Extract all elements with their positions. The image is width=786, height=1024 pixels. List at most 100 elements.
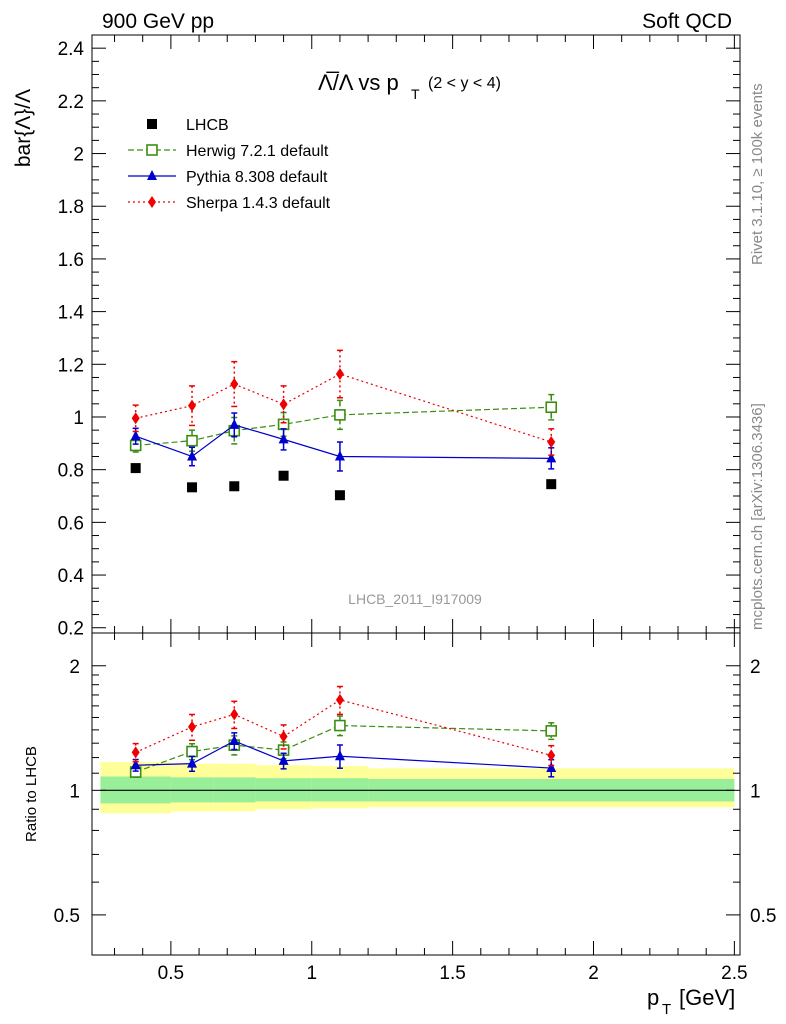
main-point-lhcb (278, 470, 289, 481)
main-y-tick-label: 2 (73, 145, 84, 166)
main-point-herwig (186, 434, 198, 447)
ratio-errorbar-sherpa (132, 742, 139, 763)
ratio-point-herwig (186, 745, 198, 758)
x-tick-label: 1.5 (439, 963, 465, 984)
ratio-point-herwig (545, 725, 558, 737)
main-panel: 0.2 0.4 0.6 0.8 1 1.2 1.4 1.6 1.8 2 2.2 2.4 bar{Λ}/… (12, 34, 741, 640)
legend-entry-sherpa: Sherpa 1.4.3 default (128, 195, 331, 212)
ratio-plot-area (100, 685, 735, 814)
header-right: Soft QCD (642, 10, 732, 33)
legend-marker (148, 196, 156, 208)
ratio-point-pythia (546, 762, 557, 773)
ratio-y-tick-label: 0.5 (54, 906, 80, 927)
ratio-y-tick-label: 2 (69, 657, 80, 678)
plot-title-sub: T (411, 86, 420, 102)
ratio-line-herwig (135, 724, 552, 773)
legend: LHCB Herwig 7.2.1 default Pythia 8.308 def… (128, 117, 331, 212)
main-point-pythia (278, 433, 289, 444)
main-y-tick-label: 0.2 (58, 619, 84, 640)
ratio-errorbar-sherpa (231, 700, 238, 730)
main-point-herwig (334, 409, 346, 421)
main-y-tick-label: 1.4 (58, 303, 85, 324)
legend-label: LHCB (186, 117, 229, 134)
ratio-point-sherpa (547, 749, 556, 762)
main-point-pythia (334, 450, 345, 461)
ratio-errorbar-sherpa (189, 713, 196, 742)
main-line-herwig (135, 406, 552, 447)
main-point-pythia (229, 418, 240, 429)
ratio-y-tick-label-right: 1 (750, 781, 761, 802)
ratio-point-herwig (334, 719, 346, 732)
main-point-sherpa (188, 399, 197, 412)
mcplots-label: mcplots.cern.ch [arXiv:1306.3436] (749, 403, 766, 630)
main-y-tick-label: 0.4 (58, 566, 85, 587)
legend-entry-lhcb: LHCB (147, 117, 229, 134)
legend-label: Sherpa 1.4.3 default (186, 195, 331, 212)
legend-entry-herwig: Herwig 7.2.1 default (128, 143, 329, 160)
main-plot-area (129, 349, 558, 501)
x-tick-label: 0.5 (158, 963, 184, 984)
plot-title-main: Λ̅/Λ vs p (318, 70, 399, 95)
ratio-series-pythia (130, 732, 557, 778)
header-left: 900 GeV pp (102, 10, 214, 33)
watermark: LHCB_2011_I917009 (348, 591, 482, 607)
ratio-point-pythia (278, 754, 289, 765)
ratio-x-axis: 0.5 1 1.5 2 2.5 (114, 633, 748, 984)
ratio-point-sherpa (279, 730, 288, 743)
main-errorbar-sherpa (280, 385, 287, 424)
main-y-tick-label: 2.4 (58, 39, 85, 60)
ratio-y-tick-label-right: 2 (750, 657, 761, 678)
legend-marker (147, 119, 157, 129)
main-y-axis: 0.2 0.4 0.6 0.8 1 1.2 1.4 1.6 1.8 2 2.2 2.4 (58, 39, 740, 640)
ratio-point-sherpa (131, 746, 140, 759)
x-axis-title: p T [GeV] (647, 985, 735, 1018)
ratio-panel: 0.5 0.5 1 1 2 2 0.5 1 1.5 2 2.5 Ratio to LHCB p T… (23, 632, 777, 1018)
ratio-series-sherpa (131, 685, 556, 767)
main-point-pythia (130, 430, 141, 441)
ratio-errorbar-sherpa (548, 744, 555, 767)
main-point-pythia (546, 452, 557, 463)
main-point-lhcb (187, 482, 198, 493)
x-tick-label: 2 (588, 963, 599, 984)
x-axis-title-main: p (647, 985, 659, 1010)
rivet-label: Rivet 3.1.10, ≥ 100k events (749, 83, 766, 265)
ratio-errorbar-sherpa (280, 724, 287, 750)
main-point-lhcb (229, 481, 240, 492)
x-tick-label: 1 (306, 963, 317, 984)
main-errorbar-sherpa (132, 404, 139, 433)
x-axis-title-unit: [GeV] (679, 985, 735, 1010)
main-point-sherpa (131, 412, 140, 425)
main-y-tick-label: 1.6 (58, 250, 84, 271)
ratio-point-pythia (229, 734, 240, 745)
ratio-y-axis: 0.5 0.5 1 1 2 2 (54, 657, 777, 927)
main-y-tick-label: 1.2 (58, 355, 84, 376)
ratio-point-pythia (187, 757, 198, 768)
ratio-line-pythia (135, 740, 552, 769)
legend-marker (146, 144, 158, 156)
main-point-herwig (277, 418, 290, 431)
ratio-line-sherpa (135, 699, 552, 756)
ratio-errorbar-sherpa (336, 685, 343, 716)
main-errorbar-sherpa (548, 428, 555, 456)
main-point-sherpa (279, 398, 288, 411)
main-errorbar-sherpa (189, 385, 196, 427)
plot-title: Λ̅/Λ vs p T (2 < y < 4) (318, 70, 501, 102)
main-point-herwig (545, 401, 558, 414)
main-y-tick-label: 1 (73, 408, 84, 429)
main-point-sherpa (230, 378, 239, 391)
main-series-sherpa (131, 349, 556, 456)
main-y-tick-label: 0.8 (58, 461, 84, 482)
legend-marker (147, 170, 157, 180)
ratio-series-herwig (129, 715, 558, 778)
plot-title-range: (2 < y < 4) (428, 75, 501, 92)
main-errorbar-sherpa (336, 349, 343, 399)
main-point-lhcb (130, 463, 141, 474)
ratio-point-sherpa (188, 720, 197, 733)
ratio-point-pythia (130, 759, 141, 770)
main-x-axis (114, 35, 735, 633)
ratio-y-tick-label-right: 0.5 (750, 906, 776, 927)
x-tick-label: 2.5 (721, 963, 747, 984)
ratio-point-sherpa (230, 708, 239, 721)
main-y-tick-label: 1.8 (58, 197, 84, 218)
